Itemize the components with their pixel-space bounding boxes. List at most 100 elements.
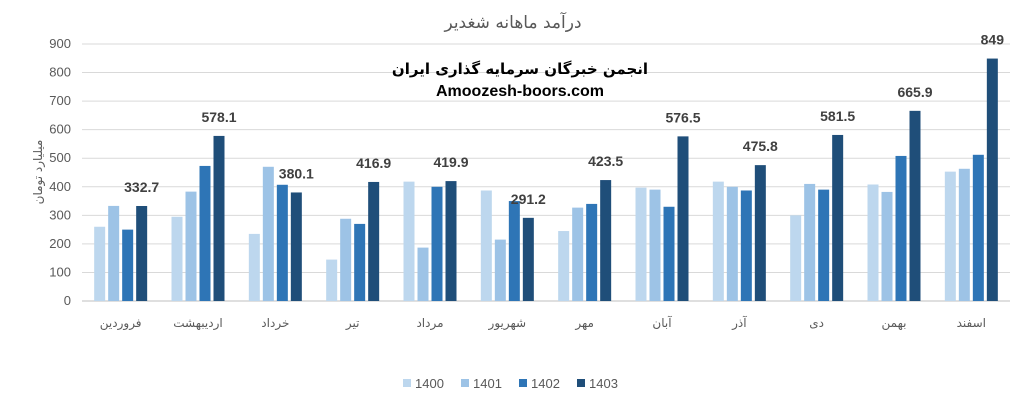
x-category-label: تیر (345, 316, 360, 331)
legend-swatch-1403 (577, 379, 585, 387)
y-tick-label: 400 (49, 179, 71, 194)
legend-swatch-1402 (519, 379, 527, 387)
y-tick-label: 200 (49, 236, 71, 251)
x-category-label: مرداد (416, 316, 443, 331)
bar-1400 (635, 187, 647, 301)
bar-1400 (403, 181, 415, 301)
data-label: 849 (981, 32, 1005, 48)
bar-1401 (262, 166, 274, 301)
bars (94, 58, 998, 302)
legend-label-1402: 1402 (531, 376, 560, 391)
bar-1402 (740, 190, 752, 301)
data-label: 665.9 (897, 84, 932, 100)
bar-1403 (136, 205, 148, 301)
bar-1402 (354, 223, 366, 301)
x-category-label: آذر (731, 315, 747, 331)
bar-1400 (94, 226, 106, 301)
bar-1401 (417, 247, 429, 301)
bar-1400 (558, 231, 570, 301)
bar-1401 (649, 189, 661, 301)
chart-title: درآمد ماهانه شغدیر (443, 11, 581, 33)
y-tick-labels: 0 100 200 300 400 500 600 700 800 900 (49, 36, 71, 308)
bar-1400 (480, 190, 492, 301)
bar-1403 (290, 192, 302, 301)
y-tick-label: 500 (49, 150, 71, 165)
bar-1402 (276, 184, 288, 301)
bar-1400 (790, 215, 802, 301)
x-category-label: شهریور (488, 316, 527, 331)
x-category-label: فروردین (100, 316, 142, 331)
bar-1402 (199, 165, 211, 301)
bar-1401 (804, 183, 816, 301)
y-tick-label: 700 (49, 93, 71, 108)
bar-1402 (586, 203, 598, 301)
bar-1403 (754, 165, 766, 301)
x-category-label: آبان (652, 315, 672, 330)
data-label: 416.9 (356, 155, 391, 171)
x-category-label: اردیبهشت (173, 316, 222, 331)
bar-1403 (213, 135, 225, 301)
data-label: 475.8 (743, 138, 778, 154)
bar-1400 (712, 181, 724, 301)
y-tick-label: 100 (49, 264, 71, 279)
bar-1400 (867, 184, 879, 301)
y-tick-label: 600 (49, 122, 71, 137)
y-tick-label: 300 (49, 207, 71, 222)
legend-label-1403: 1403 (589, 376, 618, 391)
x-category-labels: فروردین اردیبهشت خرداد تیر مرداد شهریور مهر آبا… (100, 315, 986, 331)
x-category-label: بهمن (882, 316, 907, 331)
data-label: 581.5 (820, 108, 855, 124)
bar-1403 (986, 58, 998, 302)
bar-1401 (108, 205, 120, 301)
data-label: 291.2 (511, 191, 546, 207)
bar-1402 (508, 201, 520, 301)
bar-1403 (909, 110, 921, 301)
gridlines (82, 43, 1010, 302)
x-category-label: دی (809, 316, 824, 330)
bar-1402 (431, 186, 443, 301)
bar-1400 (248, 233, 260, 301)
bar-1401 (881, 191, 893, 301)
watermark-website: Amoozesh-boors.com (436, 83, 604, 100)
bar-1403 (677, 136, 689, 301)
y-tick-label: 900 (49, 36, 71, 51)
bar-1403 (832, 134, 844, 301)
watermark-association-name: انجمن خبرگان سرمایه گذاری ایران (392, 60, 648, 78)
data-label: 423.5 (588, 153, 623, 169)
bar-1403 (522, 217, 534, 301)
y-tick-label: 800 (49, 65, 71, 80)
data-label: 380.1 (279, 165, 314, 181)
data-label: 332.7 (124, 179, 159, 195)
legend-label-1400: 1400 (415, 376, 444, 391)
bar-1402 (663, 206, 675, 301)
bar-1401 (340, 218, 352, 301)
y-tick-label: 0 (64, 293, 71, 308)
data-label: 419.9 (433, 154, 468, 170)
legend-swatch-1401 (461, 379, 469, 387)
legend: 1400 1401 1402 1403 (403, 376, 618, 391)
bar-1401 (572, 207, 584, 301)
bar-1402 (122, 229, 134, 301)
bar-1401 (958, 168, 970, 301)
bar-1403 (445, 181, 457, 301)
data-labels: 332.7 578.1 380.1 416.9 419.9 291.2 423.5 576.5… (124, 32, 1004, 207)
bar-1402 (818, 189, 830, 301)
data-label: 578.1 (201, 109, 236, 125)
bar-1400 (171, 216, 183, 301)
x-category-label: اسفند (957, 316, 986, 330)
x-category-label: خرداد (261, 316, 289, 331)
x-category-label: مهر (574, 316, 594, 331)
bar-1401 (185, 191, 197, 301)
bar-1402 (895, 155, 907, 301)
data-label: 576.5 (665, 109, 700, 125)
legend-swatch-1400 (403, 379, 411, 387)
bar-1403 (600, 180, 612, 301)
bar-1402 (972, 154, 984, 301)
bar-1403 (368, 181, 380, 301)
bar-1401 (494, 239, 506, 301)
y-axis-label: میلیارد تومان (31, 140, 46, 205)
bar-1400 (944, 171, 956, 301)
legend-label-1401: 1401 (473, 376, 502, 391)
bar-1401 (726, 186, 738, 301)
